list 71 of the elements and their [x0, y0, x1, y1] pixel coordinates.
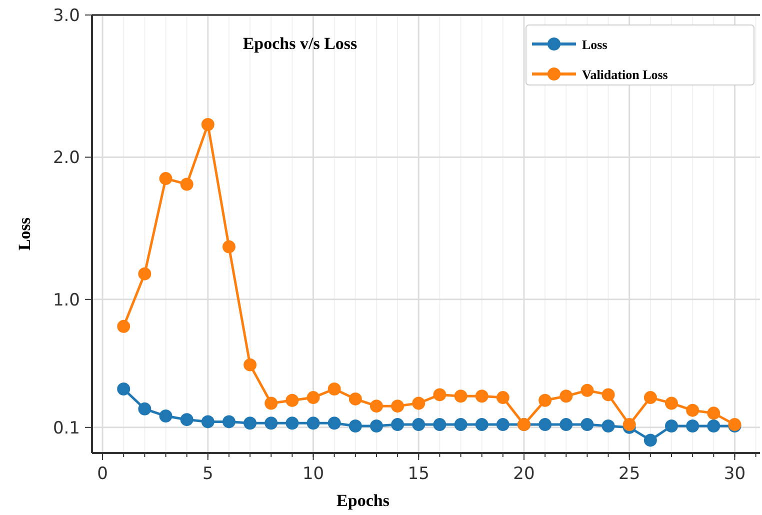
point: [644, 391, 657, 404]
point: [306, 416, 320, 430]
point: [560, 390, 573, 403]
point: [602, 388, 615, 402]
legend-label: Loss: [582, 37, 608, 52]
point: [328, 382, 341, 396]
point: [475, 390, 488, 403]
point: [264, 396, 278, 410]
x-axis-title: Epochs: [336, 491, 390, 510]
point: [201, 118, 214, 131]
point: [433, 388, 446, 402]
point: [370, 400, 383, 413]
legend-label: Validation Loss: [582, 67, 668, 82]
y-axis-title: Loss: [15, 217, 34, 251]
point: [180, 413, 194, 426]
point: [454, 390, 468, 403]
point: [433, 418, 446, 432]
point: [286, 394, 299, 407]
point: [707, 406, 720, 420]
point: [222, 415, 236, 428]
point: [538, 418, 552, 432]
point: [622, 418, 636, 432]
point: [328, 416, 341, 430]
point: [580, 418, 594, 432]
point: [222, 240, 236, 254]
point: [560, 418, 573, 432]
point: [538, 394, 552, 407]
point: [664, 419, 678, 432]
point: [391, 418, 404, 432]
x-tick-label: 10: [302, 464, 324, 484]
point: [117, 382, 130, 396]
y-tick-label: 0.1: [52, 418, 80, 438]
point: [159, 410, 172, 423]
x-tick-label: 15: [408, 464, 430, 484]
point: [707, 419, 720, 432]
point: [117, 320, 130, 333]
point: [159, 172, 172, 186]
point: [391, 400, 404, 413]
point: [602, 419, 615, 432]
point: [370, 419, 383, 432]
x-tick-label: 30: [724, 464, 746, 484]
point: [686, 404, 700, 417]
point: [664, 396, 678, 410]
x-tick-label: 20: [513, 464, 535, 484]
x-tick-label: 5: [202, 464, 214, 484]
text: Epochs v/s Loss: [242, 34, 358, 53]
point: [686, 419, 700, 432]
point: [348, 392, 362, 406]
point: [496, 418, 510, 432]
point: [412, 418, 426, 432]
point: [454, 418, 468, 432]
y-tick-label: 2.0: [52, 148, 80, 168]
point: [475, 418, 488, 432]
point: [201, 415, 214, 428]
y-tick-label: 1.0: [52, 290, 80, 310]
point: [138, 267, 152, 280]
point: [496, 391, 510, 404]
point: [138, 402, 152, 416]
point: [286, 416, 299, 430]
y-tick-label: 3.0: [52, 6, 80, 26]
point: [412, 396, 426, 410]
point: [264, 416, 278, 430]
x-tick-label: 25: [618, 464, 640, 484]
point: [580, 384, 594, 397]
point: [244, 416, 257, 430]
x-tick-label: 0: [97, 464, 108, 484]
point: [306, 391, 320, 404]
point: [180, 178, 194, 191]
point: [348, 419, 362, 432]
point: [244, 358, 257, 372]
point: [644, 434, 657, 447]
